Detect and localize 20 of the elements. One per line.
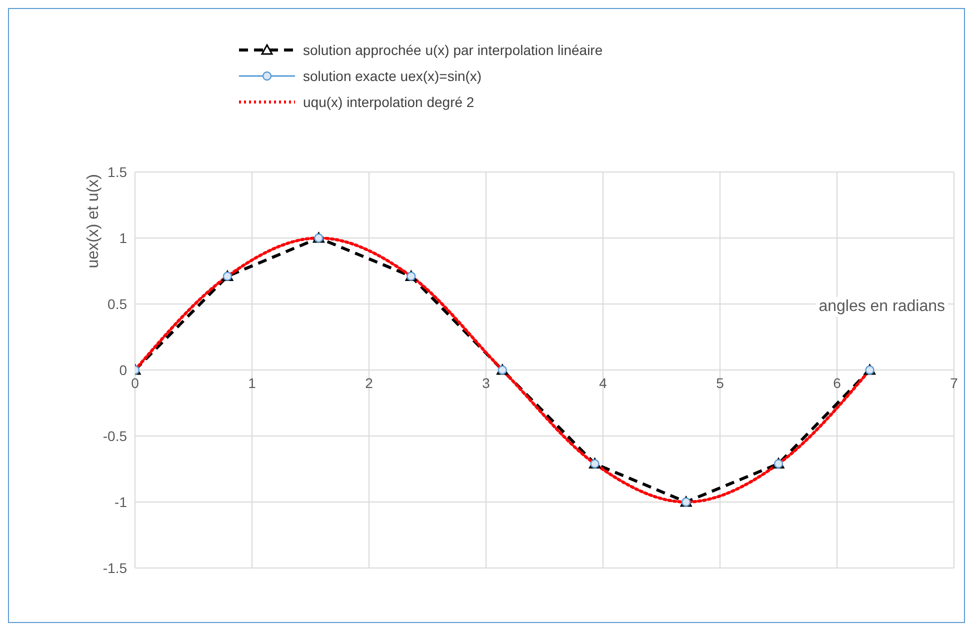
y-tick-label: -1: [114, 494, 128, 510]
x-axis-title: angles en radians: [816, 297, 948, 317]
x-tick-label: 2: [365, 375, 374, 391]
y-tick-label: -1.5: [102, 560, 128, 576]
legend-label: solution approchée u(x) par interpolation linéaire: [303, 42, 603, 58]
x-tick-label: 4: [599, 375, 608, 391]
x-tick-label: 0: [131, 375, 140, 391]
x-tick-label: 5: [716, 375, 724, 391]
legend-label: solution exacte uex(x)=sin(x): [303, 68, 482, 84]
x-tick-label: 3: [482, 375, 490, 391]
y-tick-label: 0.5: [108, 296, 128, 312]
y-axis-title: uex(x) et u(x): [85, 174, 103, 270]
y-tick-label: 0: [119, 362, 128, 378]
y-tick-label: -0.5: [102, 428, 128, 444]
y-tick-label: 1.5: [108, 164, 128, 180]
x-tick-label: 7: [950, 375, 958, 391]
legend-label: uqu(x) interpolation degré 2: [303, 94, 474, 110]
x-tick-label: 1: [248, 375, 256, 391]
x-tick-label: 6: [833, 375, 842, 391]
y-tick-label: 1: [119, 230, 128, 246]
